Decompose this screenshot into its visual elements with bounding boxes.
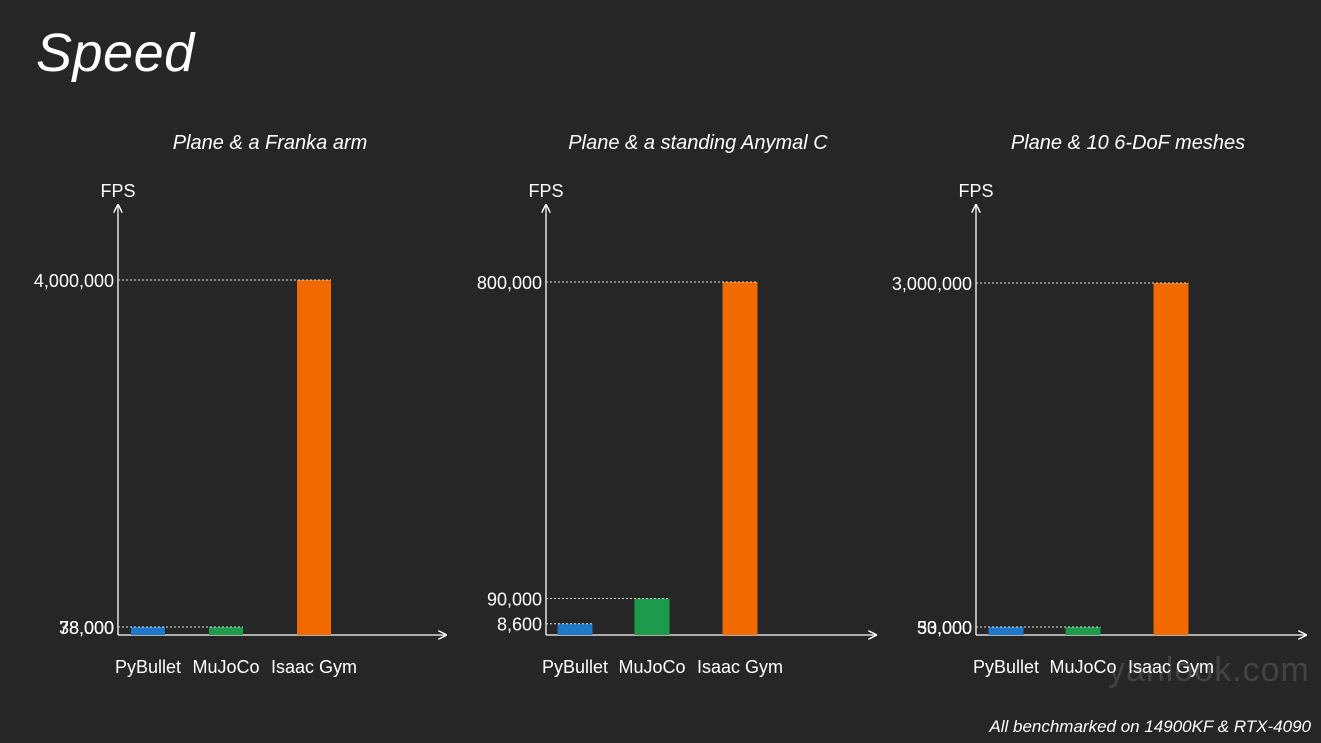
bar-isaac-gym (722, 282, 758, 635)
y-axis-label: FPS (100, 181, 135, 201)
category-label: MuJoCo (618, 657, 685, 677)
category-label: Isaac Gym (697, 657, 783, 677)
y-axis-label: FPS (958, 181, 993, 201)
chart-title: Plane & a Franka arm (173, 132, 368, 154)
tick-label: 800,000 (477, 273, 542, 293)
tick-label: 78,000 (59, 618, 114, 638)
y-axis-label: FPS (528, 181, 563, 201)
category-label: MuJoCo (192, 657, 259, 677)
tick-label: 8,600 (497, 615, 542, 635)
bar-mujoco (634, 598, 670, 635)
bar-pybullet (557, 623, 593, 635)
bar-isaac-gym (1153, 283, 1189, 635)
tick-label: 4,000,000 (34, 271, 114, 291)
footnote: All benchmarked on 14900KF & RTX-4090 (989, 717, 1311, 736)
bar-pybullet (988, 627, 1024, 635)
category-label: PyBullet (542, 657, 608, 677)
bar-isaac-gym (297, 280, 331, 635)
category-label: PyBullet (115, 657, 181, 677)
slide-title: Speed (36, 23, 195, 83)
category-label: Isaac Gym (1128, 657, 1214, 677)
category-label: MuJoCo (1049, 657, 1116, 677)
category-label: Isaac Gym (271, 657, 357, 677)
chart-title: Plane & a standing Anymal C (568, 132, 828, 154)
tick-label: 33,000 (917, 618, 972, 638)
tick-label: 38,000 (59, 618, 114, 638)
tick-label: 90,000 (487, 590, 542, 610)
bar-mujoco (1065, 627, 1101, 635)
chart-title: Plane & 10 6-DoF meshes (1011, 132, 1245, 154)
watermark: yanlook.com (1108, 651, 1310, 689)
bar-mujoco (209, 627, 243, 635)
bar-pybullet (131, 627, 165, 635)
tick-label: 3,000,000 (892, 274, 972, 294)
category-label: PyBullet (973, 657, 1039, 677)
tick-label: 50,000 (917, 618, 972, 638)
